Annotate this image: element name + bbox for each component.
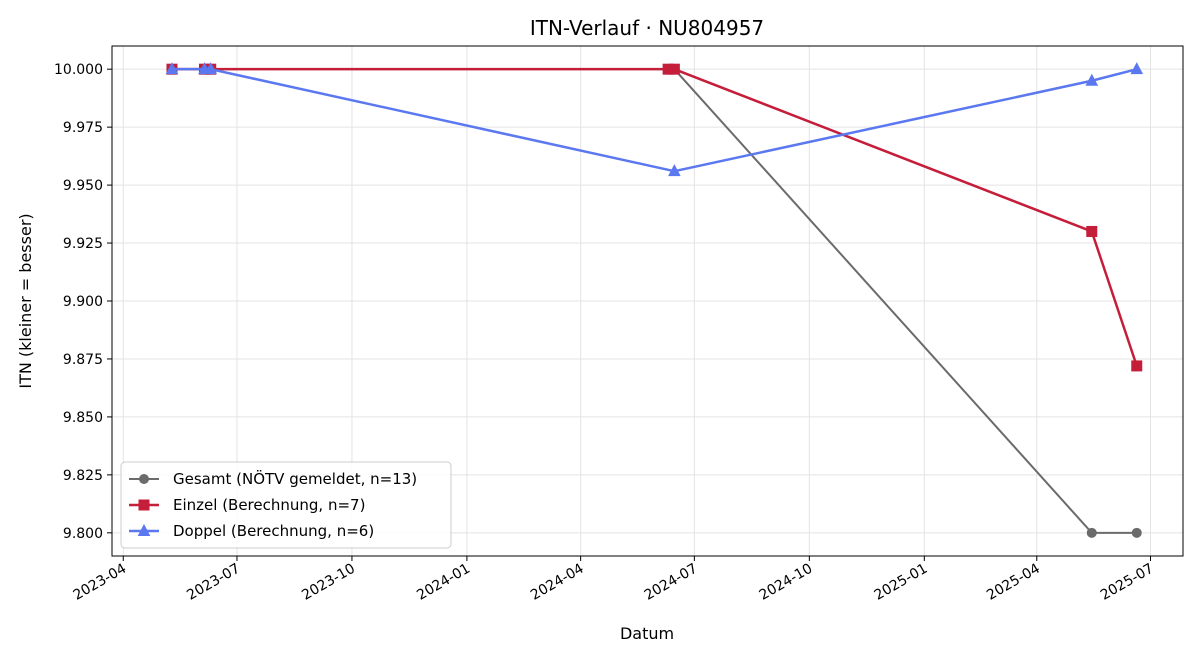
y-tick-label: 9.875 [63, 352, 103, 368]
series-line [171, 67, 1138, 173]
y-tick-label: 9.825 [63, 468, 103, 484]
plot-area [165, 62, 1144, 538]
y-tick-label: 10.000 [54, 62, 103, 78]
legend: Gesamt (NÖTV gemeldet, n=13) Einzel (Bere… [120, 461, 452, 549]
legend-box [120, 461, 452, 549]
y-tick-label: 9.950 [63, 178, 103, 194]
legend-marker [138, 499, 150, 511]
y-tick-label: 9.850 [63, 410, 103, 426]
legend-item: Einzel (Berechnung, n=7) [129, 496, 365, 514]
data-point [204, 62, 218, 75]
x-tick-label: 2023-07 [184, 561, 243, 604]
data-point [1085, 73, 1099, 86]
y-axis-label: ITN (kleiner = besser) [16, 213, 35, 388]
legend-marker [139, 474, 149, 484]
x-tick-label: 2023-10 [299, 561, 358, 604]
x-tick-label: 2025-07 [1098, 561, 1157, 604]
legend-item: Doppel (Berechnung, n=6) [129, 522, 374, 540]
y-tick-label: 9.800 [63, 526, 103, 542]
chart-title: ITN-Verlauf · NU804957 [530, 16, 764, 40]
series-line [171, 67, 1138, 367]
data-point [668, 63, 680, 75]
legend-label: Doppel (Berechnung, n=6) [173, 522, 374, 540]
x-tick-label: 2023-04 [71, 561, 130, 604]
data-point [165, 62, 179, 75]
data-point [1086, 527, 1097, 538]
legend-label: Gesamt (NÖTV gemeldet, n=13) [173, 469, 417, 488]
y-tick-label: 9.900 [63, 294, 103, 310]
data-point [1086, 225, 1098, 237]
y-tick-label: 9.925 [63, 236, 103, 252]
series-square [166, 63, 1143, 372]
legend-label: Einzel (Berechnung, n=7) [173, 496, 365, 514]
x-tick-label: 2025-01 [872, 561, 931, 604]
legend-item: Gesamt (NÖTV gemeldet, n=13) [129, 469, 417, 488]
legend-marker [137, 523, 151, 536]
x-tick-label: 2024-04 [528, 561, 587, 604]
x-tick-label: 2025-04 [984, 561, 1043, 604]
x-tick-label: 2024-01 [414, 561, 473, 604]
x-tick-label: 2024-07 [642, 561, 701, 604]
data-point [1130, 62, 1144, 75]
series-triangle [165, 62, 1144, 177]
data-point [1131, 360, 1143, 372]
x-tick-label: 2024-10 [757, 561, 816, 604]
data-point [668, 164, 681, 177]
y-tick-label: 9.975 [63, 120, 103, 136]
data-point [1131, 527, 1142, 538]
x-axis-label: Datum [620, 624, 674, 643]
